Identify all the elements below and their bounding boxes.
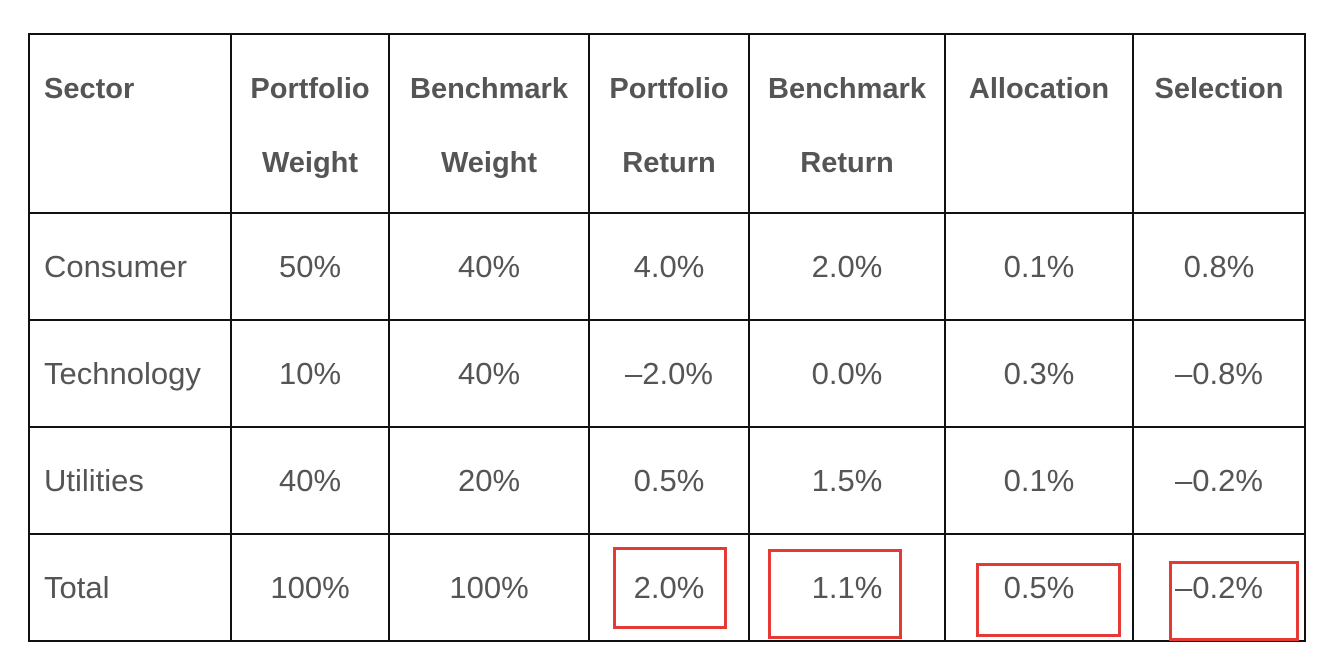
header-text: Portfolio Weight xyxy=(232,35,388,200)
header-text: Portfolio Return xyxy=(590,35,748,200)
value-cell: 0.0% xyxy=(748,319,946,428)
sector-cell: Total xyxy=(28,533,232,642)
value-cell: –0.2% xyxy=(1132,426,1306,535)
header-cell: Benchmark Weight xyxy=(388,33,590,214)
header-line: Sector xyxy=(44,73,135,105)
sector-cell: Technology xyxy=(28,319,232,428)
highlight-box xyxy=(613,547,727,629)
header-cell: Portfolio Return xyxy=(588,33,750,214)
highlight-box xyxy=(976,563,1121,637)
table-row: Technology 10% 40% –2.0% 0.0% 0.3% –0.8% xyxy=(28,319,1306,428)
highlight-box xyxy=(1169,561,1299,641)
value-cell: 4.0% xyxy=(588,212,750,321)
header-cell: Sector xyxy=(28,33,232,214)
attribution-table: Sector Portfolio Weight Benchmark Weight Port… xyxy=(28,33,1306,642)
value-cell: 0.5% xyxy=(588,426,750,535)
highlight-box xyxy=(768,549,902,639)
table-row: Total 100% 100% 2.0% 1.1% 0.5% –0.2% xyxy=(28,533,1306,642)
value-cell: 0.3% xyxy=(944,319,1134,428)
header-line: Weight xyxy=(261,147,359,179)
value-cell: –2.0% xyxy=(588,319,750,428)
header-text: Benchmark Weight xyxy=(390,35,588,200)
value-cell: 40% xyxy=(388,319,590,428)
header-text: Allocation xyxy=(946,35,1132,126)
value-cell: 100% xyxy=(230,533,390,642)
header-cell: Portfolio Weight xyxy=(230,33,390,214)
header-cell: Benchmark Return xyxy=(748,33,946,214)
value-cell: 2.0% xyxy=(748,212,946,321)
header-line: Portfolio xyxy=(609,73,729,105)
value-cell: 1.1% xyxy=(748,533,946,642)
header-line: Portfolio xyxy=(250,73,370,105)
value-cell: 0.1% xyxy=(944,212,1134,321)
header-text: Sector xyxy=(44,35,230,126)
value-cell: –0.2% xyxy=(1132,533,1306,642)
table-row: Consumer 50% 40% 4.0% 2.0% 0.1% 0.8% xyxy=(28,212,1306,321)
value-cell: 0.1% xyxy=(944,426,1134,535)
header-line: Selection xyxy=(1154,73,1284,105)
table-row: Utilities 40% 20% 0.5% 1.5% 0.1% –0.2% xyxy=(28,426,1306,535)
value-cell: 50% xyxy=(230,212,390,321)
header-cell: Selection xyxy=(1132,33,1306,214)
sector-cell: Consumer xyxy=(28,212,232,321)
value-cell: 0.8% xyxy=(1132,212,1306,321)
header-line: Benchmark xyxy=(768,73,926,105)
value-cell: 10% xyxy=(230,319,390,428)
header-text: Benchmark Return xyxy=(750,35,944,200)
value-cell: 100% xyxy=(388,533,590,642)
value-cell: 0.5% xyxy=(944,533,1134,642)
header-text: Selection xyxy=(1134,35,1304,126)
value-cell: 1.5% xyxy=(748,426,946,535)
table-body: Consumer 50% 40% 4.0% 2.0% 0.1% 0.8% Technology… xyxy=(28,212,1306,642)
value-cell: 20% xyxy=(388,426,590,535)
header-line: Return xyxy=(800,147,894,179)
sector-cell: Utilities xyxy=(28,426,232,535)
header-line: Benchmark xyxy=(410,73,568,105)
value-cell: 40% xyxy=(388,212,590,321)
header-line: Return xyxy=(622,147,716,179)
value-cell: –0.8% xyxy=(1132,319,1306,428)
header-line: Weight xyxy=(440,147,538,179)
header-row: Sector Portfolio Weight Benchmark Weight Port… xyxy=(28,33,1306,214)
value-cell: 40% xyxy=(230,426,390,535)
header-cell: Allocation xyxy=(944,33,1134,214)
header-line: Allocation xyxy=(968,73,1110,105)
